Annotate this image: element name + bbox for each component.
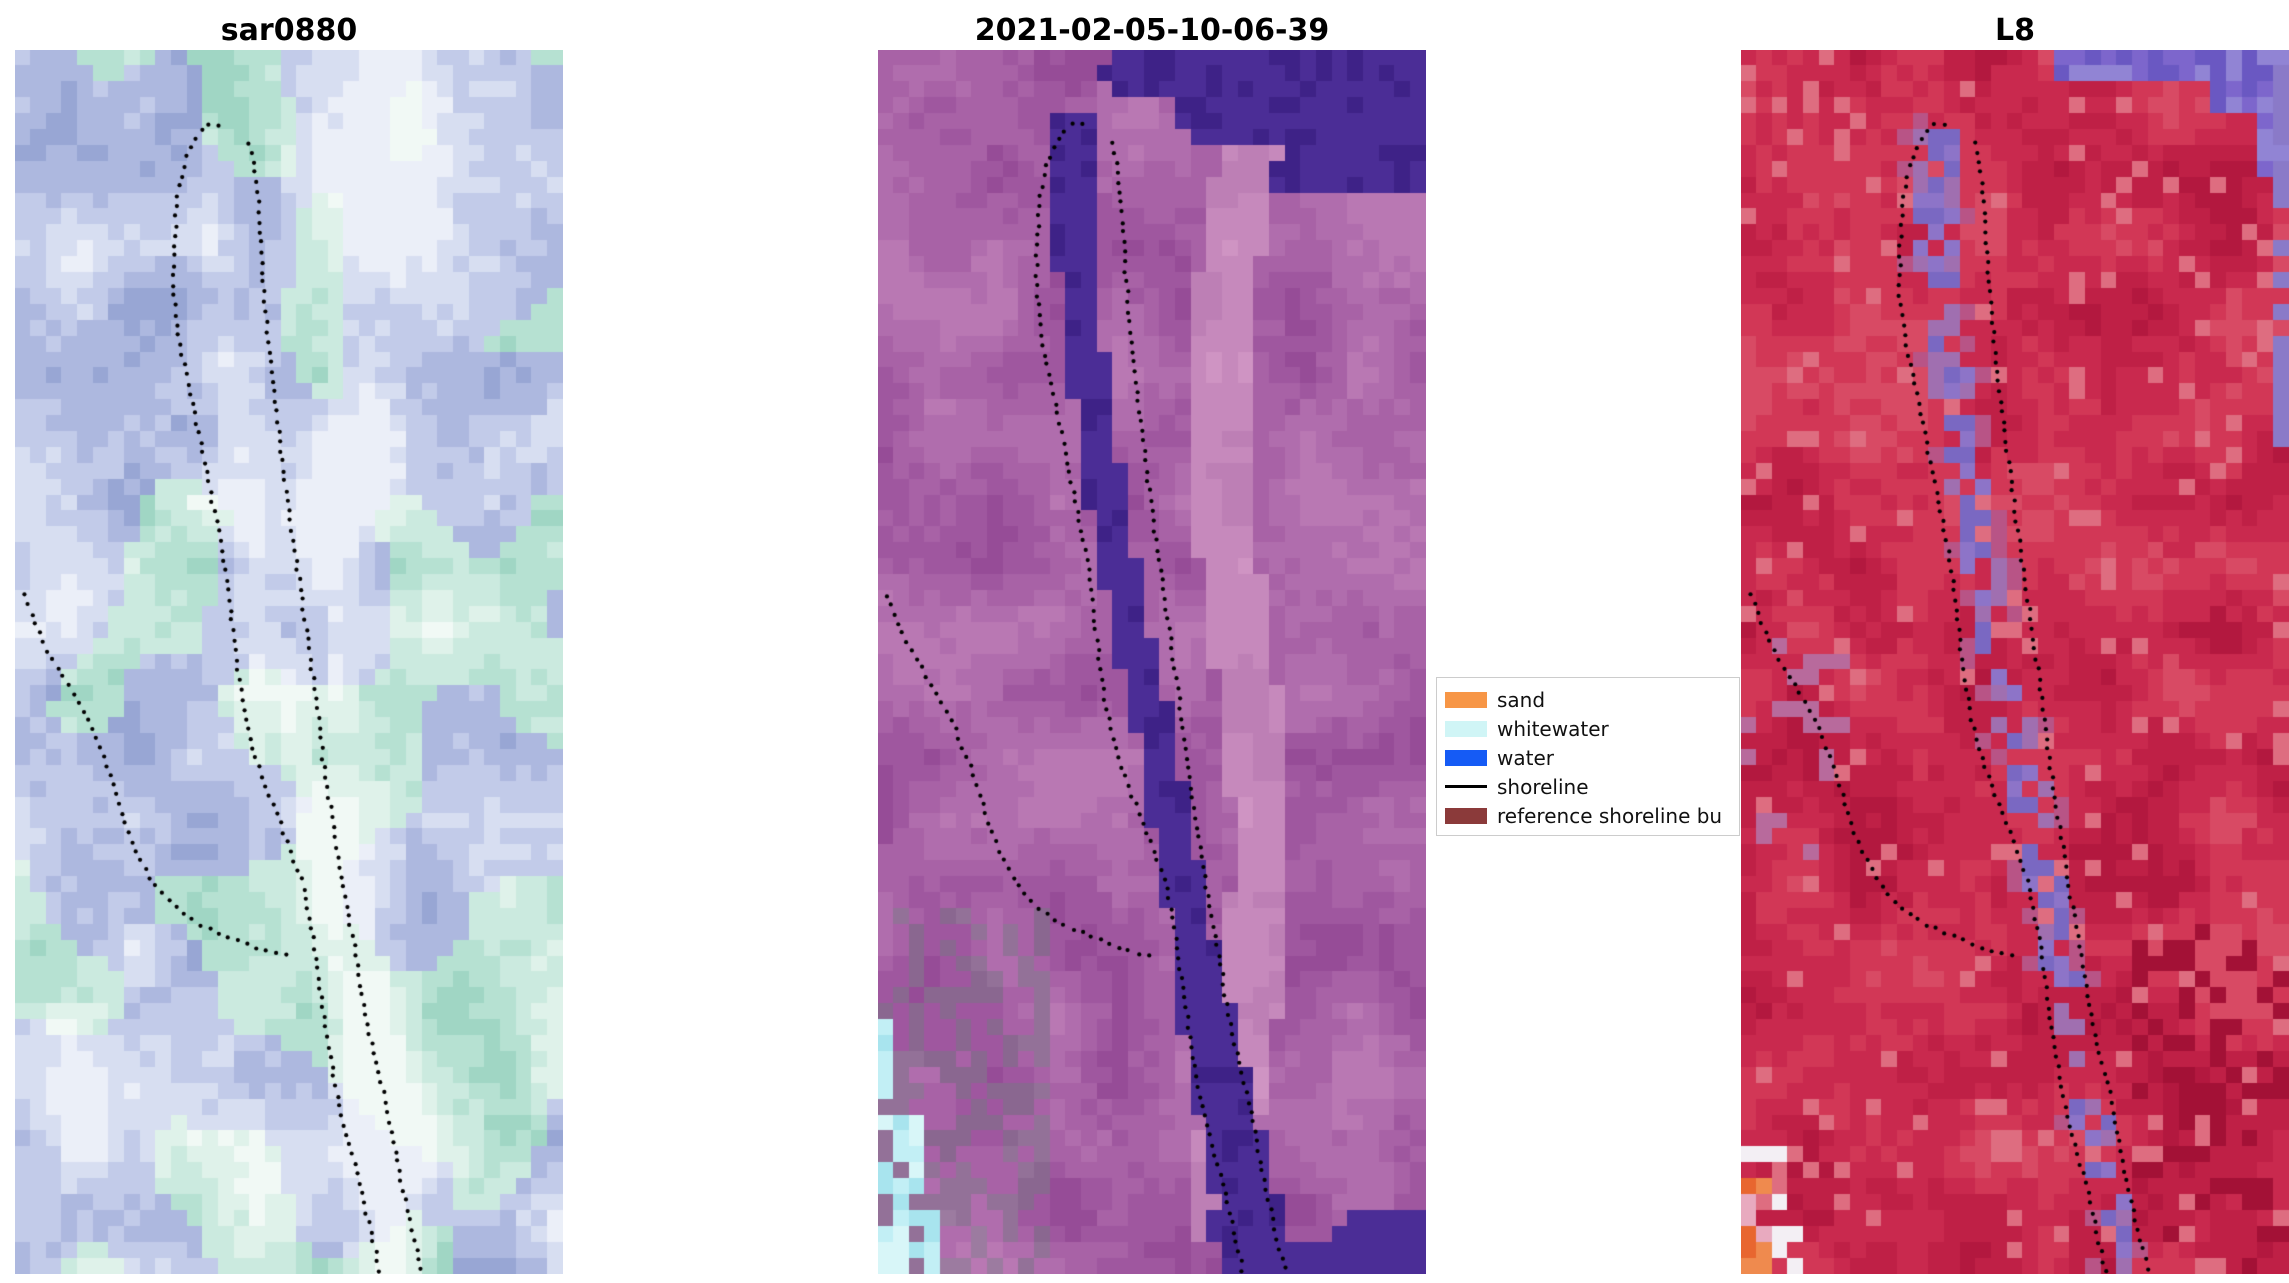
panel-title-l8: L8 [1995,13,2035,48]
legend-swatch-reference-shoreline-buffer [1445,807,1487,824]
classified-image-canvas [878,50,1426,1274]
panel-optical-date: 2021-02-05-10-06-39 [878,12,1426,1274]
legend-label: reference shoreline bu [1497,803,1723,828]
legend-entry: sand [1445,685,1739,714]
legend-entry: reference shoreline bu [1445,801,1739,830]
legend-label: whitewater [1497,716,1609,741]
legend-swatch-whitewater [1445,720,1487,737]
panel-title-sar: sar0880 [220,13,358,48]
sar-image-canvas [15,50,563,1274]
legend-entry: water [1445,743,1739,772]
legend-swatch-shoreline [1445,785,1487,788]
legend-label: shoreline [1497,774,1589,799]
panel-sar: sar0880 [15,12,563,1274]
legend-label: water [1497,745,1554,770]
legend-swatch-water [1445,749,1487,766]
legend-entry: shoreline [1445,772,1739,801]
legend-swatch-sand [1445,691,1487,708]
l8-image-canvas [1741,50,2289,1274]
legend: sand whitewater water shoreline reference sh… [1436,677,1740,836]
panel-title-date: 2021-02-05-10-06-39 [974,13,1330,48]
panel-l8: L8 [1741,12,2289,1274]
legend-label: sand [1497,687,1546,712]
legend-entry: whitewater [1445,714,1739,743]
